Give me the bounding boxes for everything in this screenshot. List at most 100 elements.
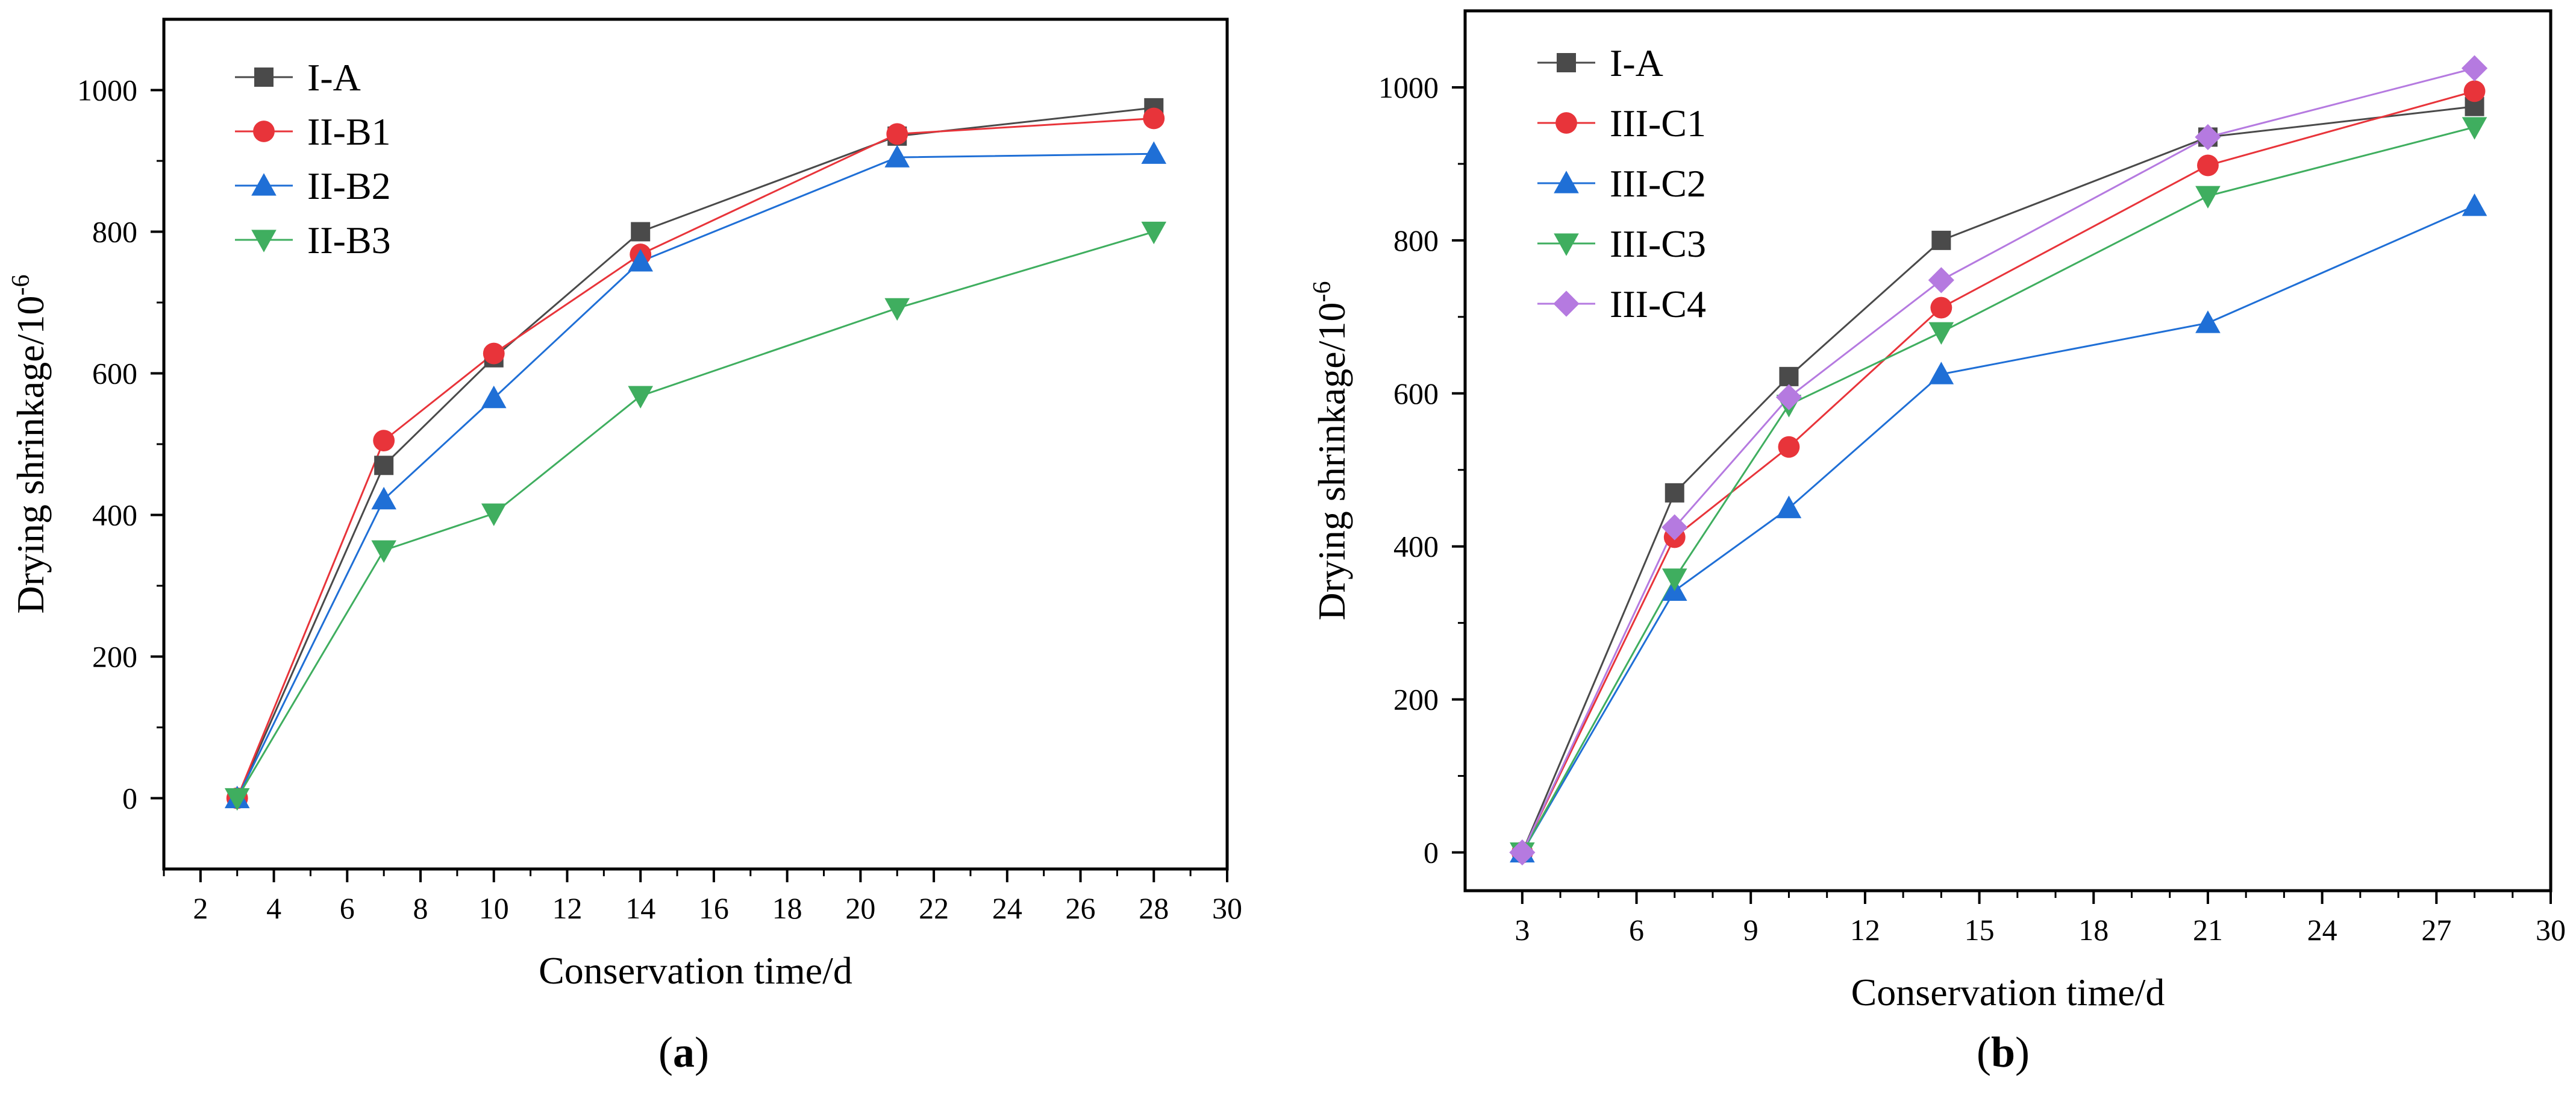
series-line-II-B3 bbox=[236, 231, 1154, 799]
data-point-II-B2 bbox=[628, 249, 654, 272]
legend-label-III-C4: III-C4 bbox=[1610, 283, 1706, 325]
legend-marker-III-C4 bbox=[1553, 290, 1580, 317]
panel-caption-letter: a bbox=[673, 1028, 695, 1076]
x-tick-label: 21 bbox=[2193, 913, 2223, 947]
data-point-III-C3 bbox=[2195, 186, 2221, 209]
data-point-III-C4 bbox=[2461, 55, 2488, 81]
x-tick-label: 15 bbox=[1965, 913, 1995, 947]
x-tick-label: 12 bbox=[1850, 913, 1880, 947]
y-tick-label: 0 bbox=[1424, 836, 1439, 870]
legend-marker-I-A bbox=[1557, 53, 1576, 72]
data-point-II-B1 bbox=[483, 342, 505, 365]
x-tick-label: 2 bbox=[193, 891, 208, 925]
data-point-II-B2 bbox=[1141, 141, 1167, 164]
x-tick-label: 9 bbox=[1743, 913, 1758, 947]
x-tick-label: 4 bbox=[266, 891, 281, 925]
panel-caption: (b) bbox=[1977, 1028, 2030, 1076]
legend-label-III-C2: III-C2 bbox=[1610, 162, 1706, 205]
legend-label-III-C3: III-C3 bbox=[1610, 222, 1706, 265]
data-point-II-B2 bbox=[481, 385, 507, 409]
x-tick-label: 16 bbox=[699, 891, 729, 925]
y-axis-title-main: Drying shrinkage/10 bbox=[1310, 303, 1353, 621]
series-line-II-B1 bbox=[236, 118, 1154, 799]
data-point-II-B3 bbox=[481, 503, 507, 526]
x-tick-label: 10 bbox=[479, 891, 509, 925]
y-axis-title: Drying shrinkage/10-6 bbox=[1308, 281, 1353, 621]
series-line-I-A bbox=[236, 107, 1154, 799]
x-tick-label: 30 bbox=[1212, 891, 1242, 925]
data-point-III-C3 bbox=[2462, 117, 2487, 140]
x-tick-label: 18 bbox=[772, 891, 802, 925]
data-point-III-C2 bbox=[1776, 495, 1802, 518]
x-tick-label: 6 bbox=[1629, 913, 1644, 947]
y-axis-title-exponent: -6 bbox=[1308, 281, 1336, 303]
x-tick-label: 24 bbox=[992, 891, 1022, 925]
y-tick-label: 0 bbox=[122, 782, 137, 815]
x-tick-label: 26 bbox=[1066, 891, 1096, 925]
panel-caption-open: ( bbox=[658, 1028, 673, 1076]
data-point-II-B3 bbox=[628, 386, 654, 409]
y-tick-label: 600 bbox=[1393, 377, 1439, 410]
data-point-I-A bbox=[374, 456, 394, 475]
data-point-II-B1 bbox=[373, 430, 395, 452]
data-point-III-C4 bbox=[1509, 839, 1536, 866]
chart-panel-b: 3 6 9 12 15 18 21 24 27 30 0 200 400 600 800 1000 Conser… bbox=[1308, 9, 2566, 1076]
legend-label-II-B1: II-B1 bbox=[307, 110, 391, 153]
data-point-III-C1 bbox=[1930, 296, 1952, 319]
legend-label-I-A: I-A bbox=[307, 56, 361, 99]
x-tick-label: 18 bbox=[2078, 913, 2109, 947]
y-tick-label: 1000 bbox=[77, 74, 137, 107]
legend-marker-III-C2 bbox=[1554, 171, 1579, 193]
data-point-III-C1 bbox=[2463, 80, 2486, 102]
data-point-III-C1 bbox=[2197, 154, 2219, 177]
data-point-I-A bbox=[1931, 230, 1951, 250]
data-point-III-C4 bbox=[1775, 384, 1802, 410]
x-tick-label: 12 bbox=[552, 891, 582, 925]
series-line-III-C3 bbox=[1521, 126, 2475, 853]
y-axis-title-exponent: -6 bbox=[7, 275, 35, 296]
data-point-III-C2 bbox=[2462, 193, 2487, 216]
legend-marker-I-A bbox=[254, 67, 274, 87]
x-tick-label: 14 bbox=[625, 891, 655, 925]
x-tick-label: 22 bbox=[919, 891, 949, 925]
x-tick-label: 8 bbox=[413, 891, 428, 925]
data-point-III-C4 bbox=[2195, 124, 2221, 151]
legend-label-III-C1: III-C1 bbox=[1610, 102, 1706, 145]
data-point-II-B3 bbox=[371, 540, 396, 563]
x-tick-label: 27 bbox=[2421, 913, 2451, 947]
legend-marker-II-B2 bbox=[251, 173, 277, 196]
data-point-II-B3 bbox=[224, 788, 250, 811]
data-point-II-B2 bbox=[884, 145, 910, 168]
series-line-II-B2 bbox=[236, 152, 1154, 799]
panel-caption-open: ( bbox=[1977, 1028, 1991, 1076]
chart-panel-a: 2 4 6 8 10 12 14 16 18 20 22 24 26 28 3002004006008001… bbox=[7, 17, 1242, 1076]
y-tick-label: 800 bbox=[92, 215, 137, 249]
series-line-III-C2 bbox=[1521, 205, 2475, 853]
panel-caption-close: ) bbox=[2015, 1028, 2030, 1076]
y-axis-title: Drying shrinkage/10-6 bbox=[7, 275, 52, 614]
data-point-III-C1 bbox=[1778, 436, 1800, 458]
data-point-III-C3 bbox=[1662, 568, 1687, 591]
series-line-III-C1 bbox=[1521, 90, 2475, 853]
legend-label-II-B2: II-B2 bbox=[307, 165, 391, 207]
data-point-II-B3 bbox=[884, 298, 910, 321]
x-axis-title: Conservation time/d bbox=[1851, 971, 2165, 1014]
y-tick-label: 400 bbox=[92, 498, 137, 532]
data-point-III-C4 bbox=[1928, 267, 1954, 293]
data-point-II-B3 bbox=[1141, 221, 1167, 245]
series-line-III-C4 bbox=[1521, 67, 2475, 853]
legend-marker-II-B3 bbox=[251, 230, 277, 253]
data-point-I-A bbox=[1665, 483, 1684, 503]
x-axis-title: Conservation time/d bbox=[539, 949, 852, 992]
y-tick-label: 800 bbox=[1393, 224, 1439, 257]
panel-caption: (a) bbox=[658, 1028, 709, 1076]
data-point-I-A bbox=[1779, 366, 1799, 386]
y-tick-label: 600 bbox=[92, 357, 137, 391]
y-tick-label: 1000 bbox=[1378, 71, 1439, 104]
x-tick-label: 20 bbox=[845, 891, 875, 925]
data-point-III-C2 bbox=[2195, 310, 2221, 333]
legend-label-I-A: I-A bbox=[1610, 42, 1663, 84]
legend-label-II-B3: II-B3 bbox=[307, 219, 391, 262]
legend-marker-III-C3 bbox=[1554, 233, 1579, 256]
